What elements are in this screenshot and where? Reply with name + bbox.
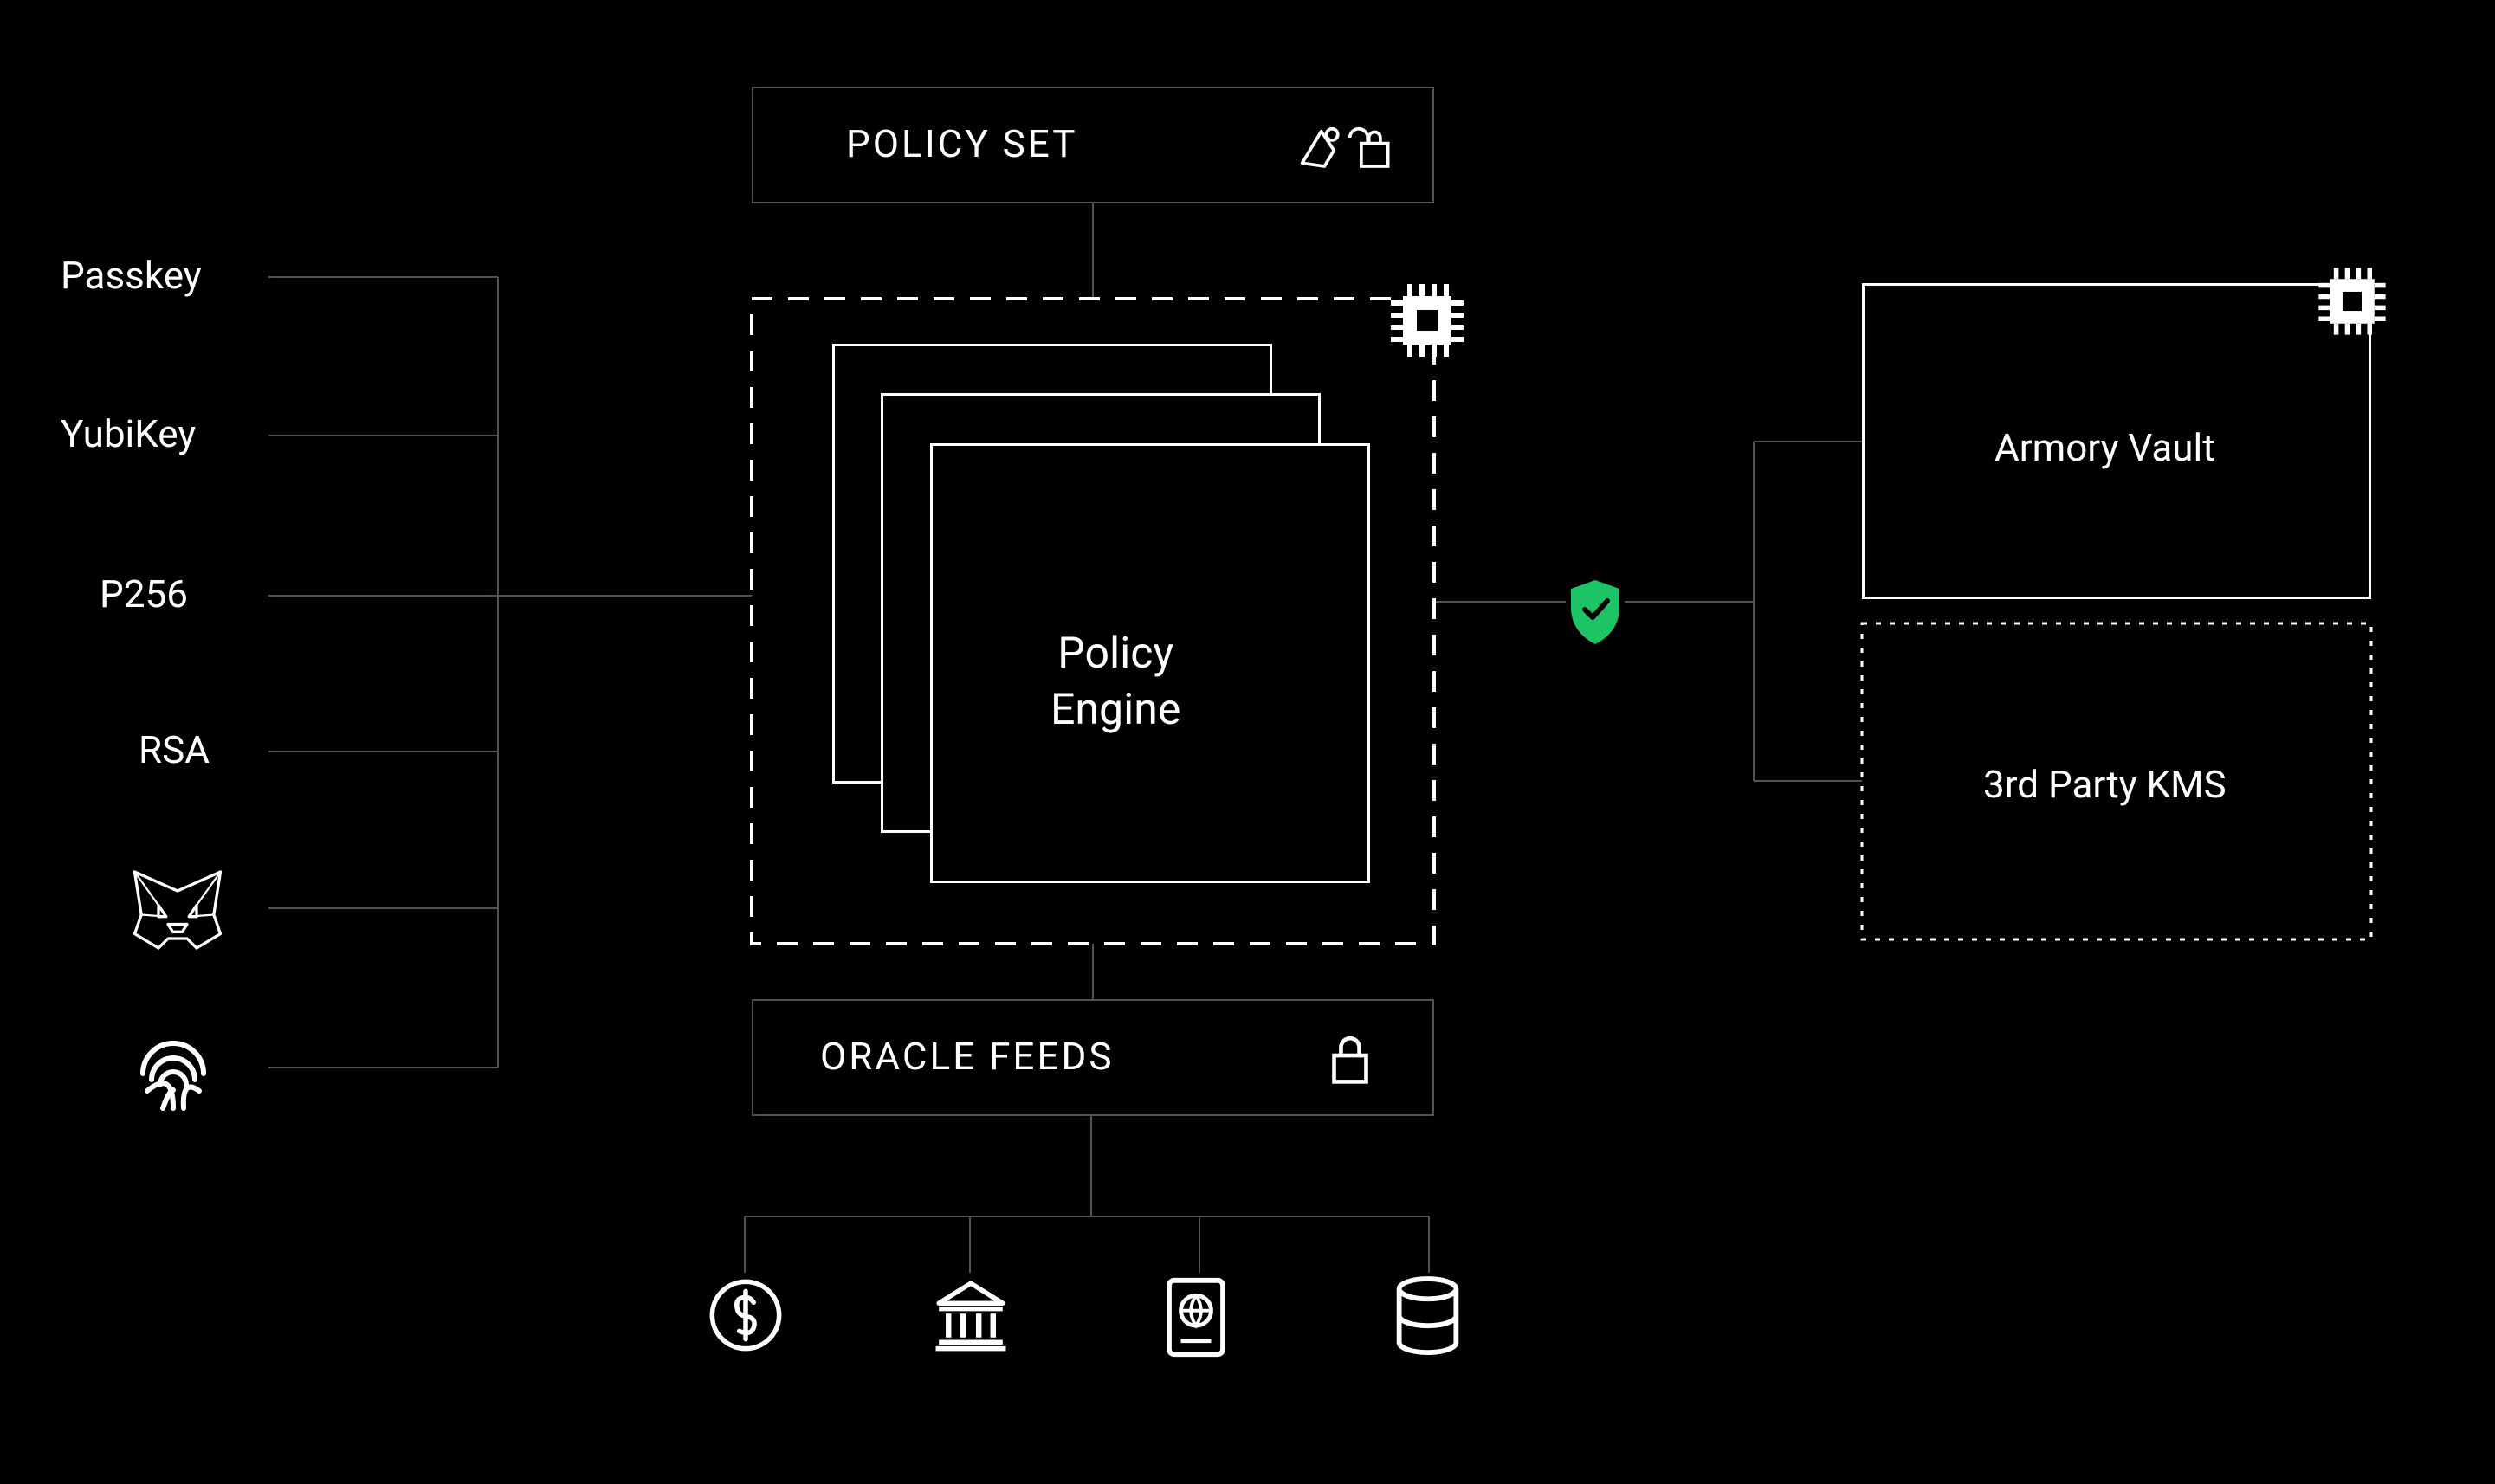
oracle-feeds-box: ORACLE FEEDS <box>752 999 1434 1116</box>
third-party-kms-label: 3rd Party KMS <box>1983 762 2227 807</box>
policy-set-title: POLICY SET <box>846 121 1078 166</box>
fingerprint-icon <box>130 1026 217 1116</box>
policy-engine-label: Policy Engine <box>1050 626 1180 739</box>
oracle-feeds-title: ORACLE FEEDS <box>820 1034 1114 1079</box>
database-icon <box>1390 1275 1465 1363</box>
chip-icon <box>1384 277 1470 367</box>
dollar-icon <box>706 1275 785 1358</box>
auth-method-rsa: RSA <box>139 727 210 772</box>
armory-vault-box: Armory Vault <box>1862 283 2371 599</box>
auth-method-passkey: Passkey <box>61 253 202 298</box>
metamask-icon <box>130 867 225 957</box>
policy-engine-stack-front: Policy Engine <box>930 443 1370 883</box>
auth-method-yubikey: YubiKey <box>61 411 196 456</box>
shield-check-icon <box>1566 578 1625 649</box>
armory-vault-label: Armory Vault <box>1994 425 2215 470</box>
bank-icon <box>931 1275 1011 1358</box>
auth-method-p256: P256 <box>100 571 188 616</box>
passport-icon <box>1160 1275 1231 1363</box>
policy-set-box: POLICY SET <box>752 87 1434 203</box>
permission-lock-icon <box>1299 121 1394 177</box>
lock-icon <box>1322 1030 1379 1091</box>
chip-icon <box>2312 261 2392 345</box>
